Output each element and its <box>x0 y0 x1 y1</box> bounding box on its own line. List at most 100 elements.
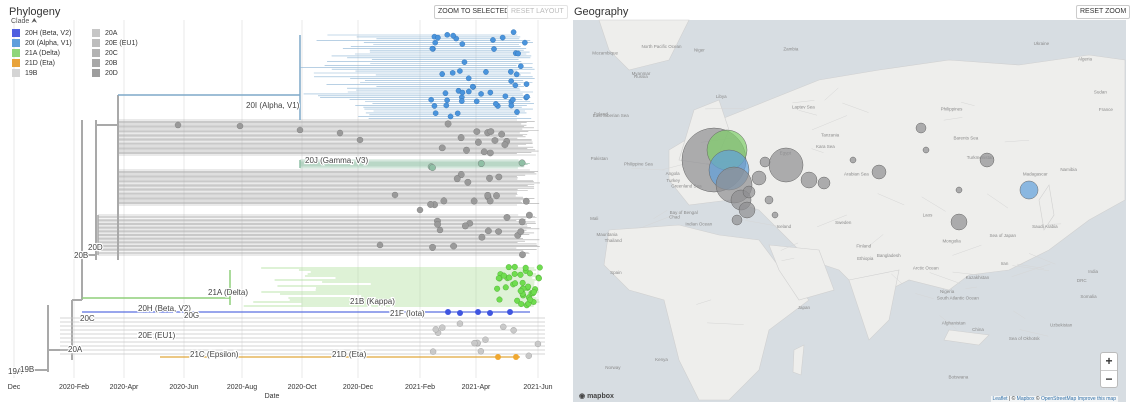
tip-node <box>478 233 486 241</box>
land-mass <box>603 224 810 401</box>
x-tick-label: 2020-Apr <box>110 384 139 391</box>
tip-node <box>457 171 465 178</box>
tip-node <box>469 83 476 90</box>
tip-node <box>465 75 472 82</box>
country-border <box>891 273 902 284</box>
legend-item[interactable]: 20I (Alpha, V1) <box>12 39 72 47</box>
tip-node <box>427 201 434 208</box>
reset-zoom-button[interactable]: RESET ZOOM <box>1076 5 1130 19</box>
reset-layout-button[interactable]: RESET LAYOUT <box>507 5 568 19</box>
x-tick-label: 2020-Oct <box>288 384 317 391</box>
tip-node <box>461 59 468 65</box>
place-label: Poland <box>594 112 609 117</box>
clade-label: 20D <box>88 243 103 252</box>
location-circle <box>950 213 968 231</box>
tip-node <box>174 121 182 129</box>
clade-label: 20G <box>184 311 199 320</box>
tip-node <box>444 32 451 38</box>
phylogeny-tree[interactable]: Dec 2020-Feb 2020-Apr 2020-Jun 2020-Aug 2020-… <box>0 0 565 410</box>
zoom-out-button[interactable]: − <box>1101 370 1117 387</box>
tip-node <box>526 270 533 277</box>
tip-node <box>518 218 526 226</box>
mapbox-link[interactable]: Mapbox <box>1016 396 1035 402</box>
place-label: Algeria <box>1078 57 1093 62</box>
location-circle <box>759 156 771 168</box>
geography-panel: Greenland Sea Barents Sea Kara Sea Laptev S… <box>569 0 1130 410</box>
tip-node <box>487 128 495 135</box>
legend-item[interactable]: 20D <box>92 69 118 77</box>
country-border <box>877 193 905 206</box>
country-border <box>915 293 934 299</box>
tip-node <box>534 340 542 348</box>
tip-node <box>495 228 502 235</box>
tip-node <box>500 272 507 279</box>
tip-node <box>475 309 481 315</box>
tip-node <box>495 275 502 282</box>
legend-swatch <box>12 59 20 67</box>
legend-title[interactable]: Clade ⮝ <box>11 18 37 26</box>
tip-node <box>458 98 465 104</box>
tip-node <box>491 46 497 52</box>
place-label: Tanzania <box>821 132 840 137</box>
x-tick-label: 2020-Jun <box>169 384 198 391</box>
country-border <box>824 87 839 101</box>
place-label: China <box>972 327 984 332</box>
location-circle <box>800 171 818 189</box>
country-border <box>653 210 668 219</box>
place-label: Arabian Sea <box>844 171 869 176</box>
tip-node <box>484 191 492 199</box>
tip-node <box>518 159 526 167</box>
legend-item[interactable]: 21D (Eta) <box>12 59 55 67</box>
osm-link[interactable]: OpenStreetMap <box>1040 396 1077 402</box>
country-border <box>842 102 869 113</box>
tip-node <box>507 309 513 315</box>
tip-node <box>356 136 364 144</box>
legend-item[interactable]: 20A <box>92 29 117 37</box>
country-border <box>961 101 975 106</box>
legend-item[interactable]: 19B <box>12 69 37 77</box>
legend-item[interactable]: 20C <box>92 49 118 57</box>
leaflet-link[interactable]: Leaflet <box>992 396 1008 402</box>
tip-node <box>435 34 441 41</box>
tip-node <box>493 192 500 200</box>
location-circle <box>979 152 995 168</box>
legend-swatch <box>12 69 20 77</box>
mapbox-logo[interactable]: ◉ mapbox <box>579 393 614 400</box>
tip-node <box>484 227 492 235</box>
tip-node <box>522 39 528 46</box>
place-label: Uzbekistan <box>1050 323 1073 328</box>
tip-node <box>502 284 509 291</box>
clade-label: 20B <box>74 251 88 260</box>
tip-node <box>525 352 532 360</box>
tip-node <box>466 88 472 95</box>
country-border <box>1011 263 1051 277</box>
tip-node <box>512 280 519 287</box>
tip-node <box>432 110 439 116</box>
tip-node <box>296 126 304 134</box>
mapbox-logo-text: mapbox <box>587 393 614 400</box>
tip-node <box>498 130 506 138</box>
chevron-up-icon[interactable]: ⮝ <box>31 18 38 25</box>
country-border <box>868 234 884 247</box>
zoom-to-selected-button[interactable]: ZOOM TO SELECTED <box>434 5 514 19</box>
place-label: Iceland <box>777 224 792 229</box>
legend-item[interactable]: 20B <box>92 59 117 67</box>
improve-map-link[interactable]: Improve this map <box>1077 396 1116 402</box>
tip-node <box>491 137 499 144</box>
tip-node <box>508 102 515 109</box>
geography-map[interactable]: Greenland Sea Barents Sea Kara Sea Laptev S… <box>569 0 1130 410</box>
tip-node <box>517 228 525 235</box>
clade-label: 21B (Kappa) <box>350 297 395 306</box>
legend-item[interactable]: 20H (Beta, V2) <box>12 29 71 37</box>
legend-item[interactable]: 21A (Delta) <box>12 49 60 57</box>
tip-node <box>391 191 399 199</box>
tip-node <box>376 241 384 249</box>
legend-label: 20C <box>105 49 118 57</box>
legend-item[interactable]: 20E (EU1) <box>92 39 138 47</box>
x-tick-label: 2021-Feb <box>405 384 435 391</box>
tip-node <box>524 93 530 100</box>
zoom-in-button[interactable]: + <box>1105 354 1113 368</box>
place-label: Ukraine <box>1034 41 1050 46</box>
country-border <box>965 286 978 289</box>
clade-label: 21A (Delta) <box>208 288 248 297</box>
